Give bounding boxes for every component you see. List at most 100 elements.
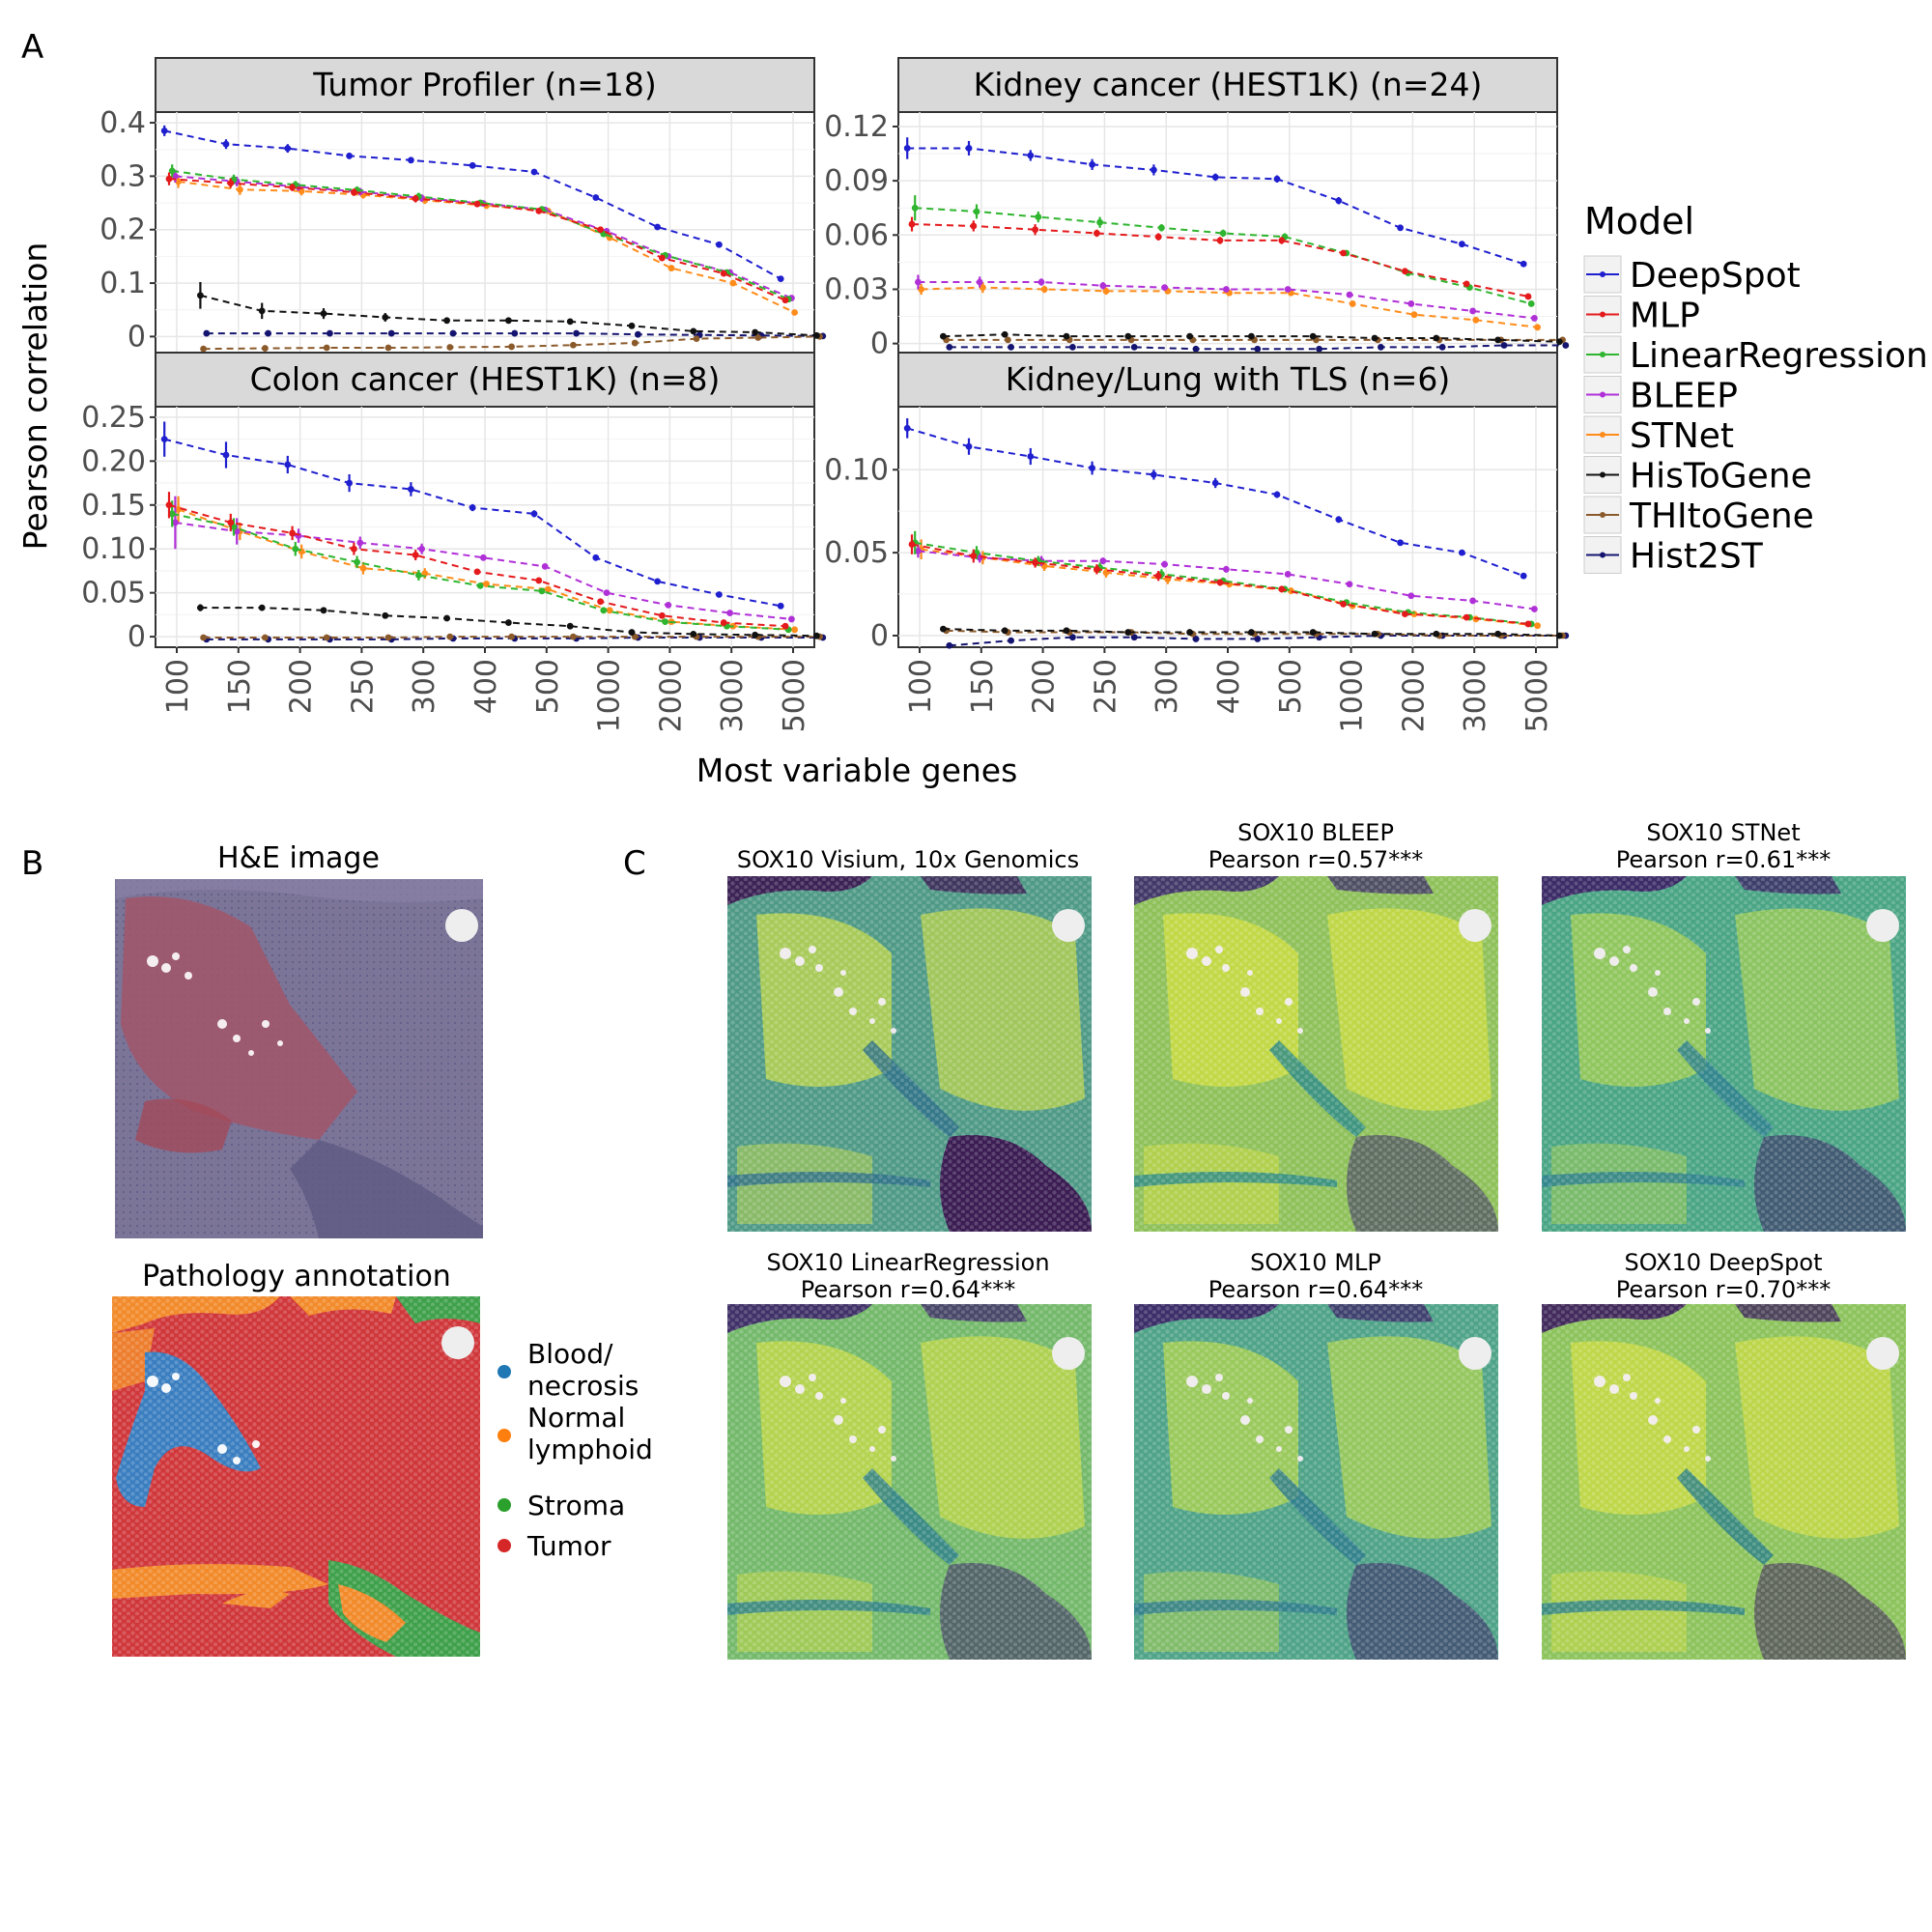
facet-strip [155, 57, 815, 113]
point-mlp [535, 207, 543, 214]
point-bleep [480, 554, 487, 561]
point-deepspot [1397, 539, 1404, 547]
fiducial-circle [1459, 909, 1492, 942]
point-stnet [1040, 286, 1048, 293]
point-deepspot [346, 152, 353, 159]
point-deepspot [1273, 175, 1281, 183]
point-stnet [980, 284, 986, 292]
point-histogene [813, 632, 820, 639]
point-histogene [320, 310, 327, 318]
legend-dot [497, 1539, 511, 1552]
x-tick-label: 200 [285, 659, 319, 714]
point-deepspot [1459, 241, 1465, 248]
sox10-map-0: SOX10 Visium, 10x Genomics [727, 846, 1092, 1232]
point-histogene [752, 631, 758, 639]
point-thitogene [570, 341, 577, 349]
fiducial-circle [1052, 1337, 1085, 1370]
map-title: SOX10 MLP [1250, 1249, 1381, 1276]
point-thitogene [693, 335, 700, 343]
point-mlp [1216, 237, 1224, 244]
x-tick-label: 5000 [778, 659, 811, 732]
point-deepspot [1089, 160, 1095, 168]
pathology-legend-label: Normal [527, 1402, 625, 1434]
point-hist2st [635, 330, 641, 338]
point-thitogene [262, 345, 269, 352]
point-histogene [690, 327, 697, 335]
map-title: Pearson r=0.61*** [1616, 846, 1831, 873]
point-bleep [726, 610, 733, 616]
point-hist2st [449, 329, 457, 337]
legend-key-dot [1600, 552, 1605, 558]
point-bleep [1346, 291, 1353, 298]
point-histogene [1248, 332, 1255, 340]
point-stnet [668, 265, 675, 271]
point-mlp [1463, 613, 1470, 621]
series-line-bleep [918, 280, 1535, 320]
map-title: SOX10 BLEEP [1237, 819, 1394, 846]
y-tick-label: 0 [128, 620, 146, 654]
point-bleep [1531, 315, 1538, 322]
point-mlp [1402, 268, 1408, 275]
map-title: SOX10 LinearRegression [766, 1249, 1049, 1276]
point-linearregression [1035, 213, 1042, 220]
point-linearregression [292, 545, 299, 553]
facet-title: Tumor Profiler (n=18) [312, 66, 656, 103]
point-deepspot [1151, 471, 1157, 478]
point-bleep [418, 545, 425, 553]
pathology-annotation-title: Pathology annotation [142, 1260, 451, 1293]
legend-key-dot [1600, 471, 1605, 478]
facet-kidney-lung-tls: Kidney/Lung with TLS (n=6) 0 0.05 0.10 100 15… [824, 352, 1570, 732]
point-mlp [908, 220, 916, 228]
point-bleep [1346, 581, 1353, 588]
point-histogene [566, 622, 574, 630]
point-deepspot [1211, 479, 1219, 487]
x-tick-label: 500 [1274, 659, 1308, 714]
point-hist2st [946, 641, 953, 649]
fiducial-circle [1052, 909, 1085, 942]
panel-letter-b: B [21, 844, 43, 883]
point-histogene [1001, 627, 1009, 635]
point-stnet [606, 607, 613, 614]
point-deepspot [1335, 197, 1343, 205]
x-tick-label: 100 [161, 659, 195, 714]
point-thitogene [1005, 336, 1011, 344]
legend-key-dot [1600, 391, 1605, 398]
point-thitogene [323, 634, 330, 641]
point-histogene [1309, 629, 1317, 636]
point-histogene [566, 318, 574, 326]
point-thitogene [508, 343, 515, 351]
point-mlp [597, 598, 604, 606]
point-histogene [1063, 332, 1070, 340]
point-mlp [227, 180, 235, 186]
series-line-thitogene [203, 636, 820, 639]
point-mlp [1094, 565, 1100, 573]
point-stnet [175, 178, 183, 185]
series-line-linearregression [172, 169, 789, 300]
series-line-histogene [200, 294, 817, 337]
point-histogene [505, 317, 512, 325]
point-deepspot [1335, 516, 1343, 524]
point-deepspot [903, 145, 911, 152]
x-tick-label: 250 [1089, 659, 1122, 714]
fiducial-circle [1866, 1337, 1899, 1370]
point-histogene [1186, 629, 1193, 636]
map-title: SOX10 DeepSpot [1624, 1249, 1822, 1276]
pathology-legend-label: lymphoid [527, 1434, 653, 1465]
legend-dot [497, 1498, 511, 1512]
point-linearregression [662, 618, 668, 626]
point-histogene [505, 619, 512, 626]
point-linearregression [168, 510, 176, 518]
facet-colon-cancer: Colon cancer (HEST1K) (n=8) 0 0.05 0.10 0.15… [81, 352, 827, 732]
point-mlp [165, 175, 173, 183]
point-deepspot [284, 461, 292, 469]
point-mlp [781, 622, 789, 630]
panel-c: SOX10 Visium, 10x Genomics SOX10 BLEEP Pea… [727, 819, 1906, 1660]
point-linearregression [600, 607, 608, 614]
facet-title: Kidney cancer (HEST1K) (n=24) [974, 66, 1483, 103]
point-deepspot [160, 127, 168, 134]
x-tick-label: 1000 [593, 659, 627, 732]
point-mlp [289, 184, 296, 191]
facet-strip [155, 352, 815, 408]
y-tick-label: 0.10 [81, 532, 146, 566]
